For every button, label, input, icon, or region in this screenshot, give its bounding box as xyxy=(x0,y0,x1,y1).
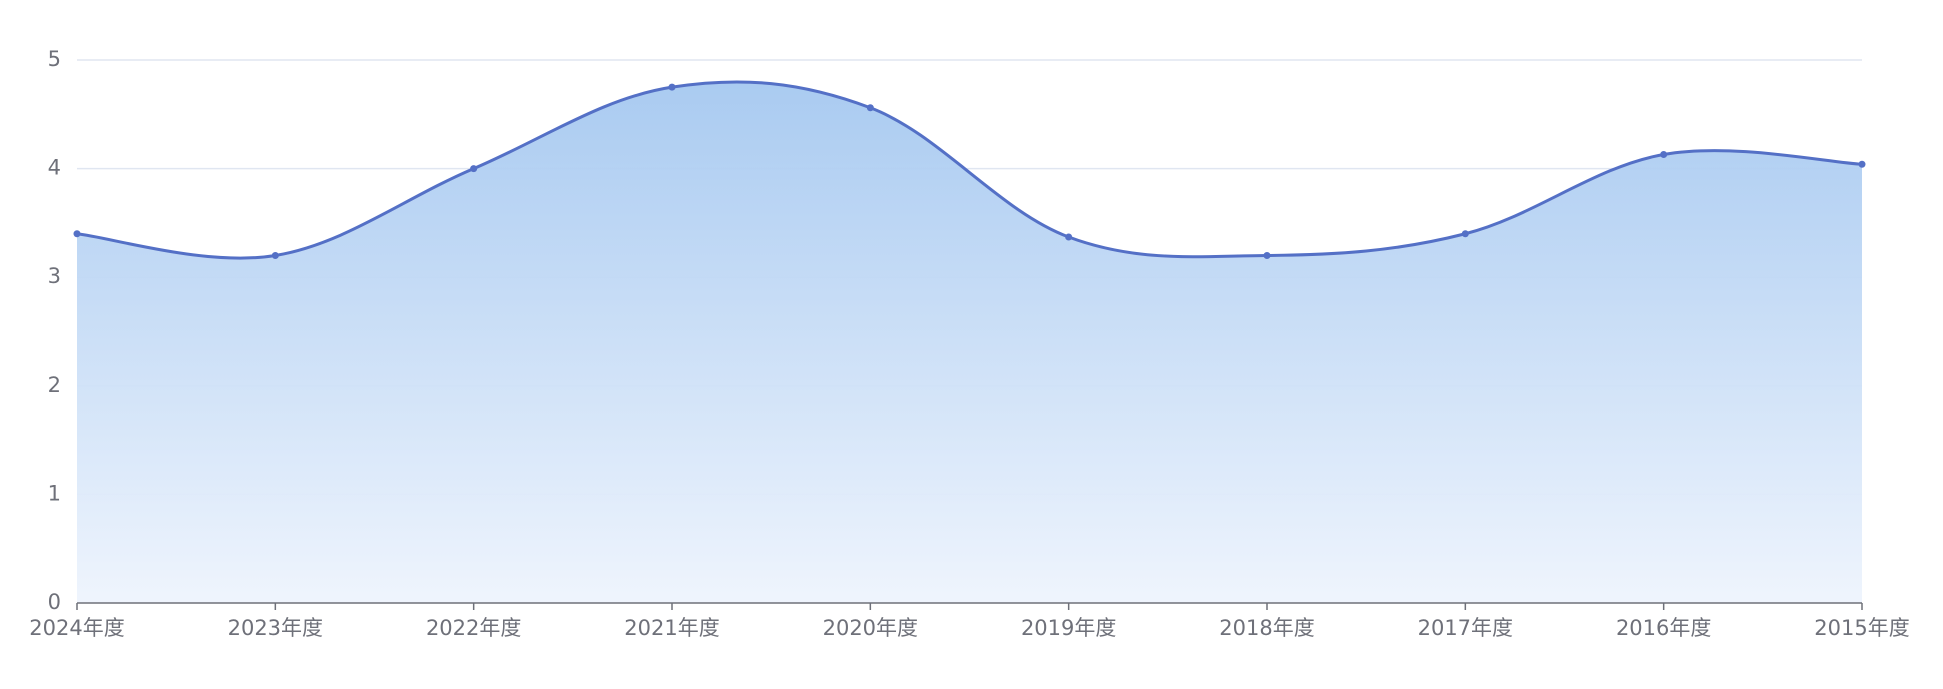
point xyxy=(1858,160,1866,168)
x-tick-label: 2023年度 xyxy=(228,616,323,640)
point xyxy=(470,165,478,173)
area xyxy=(77,81,1862,604)
y-tick-label: 0 xyxy=(48,590,61,614)
point xyxy=(1461,230,1469,238)
x-tick-label: 2019年度 xyxy=(1021,616,1116,640)
point xyxy=(271,251,279,259)
point xyxy=(866,104,874,112)
x-tick-label: 2021年度 xyxy=(624,616,719,640)
x-tick-label: 2016年度 xyxy=(1616,616,1711,640)
y-tick-label: 2 xyxy=(48,373,61,397)
x-tick-label: 2018年度 xyxy=(1219,616,1314,640)
y-tick-label: 5 xyxy=(48,47,61,71)
x-tick-label: 2015年度 xyxy=(1814,616,1909,640)
line xyxy=(76,80,1863,260)
x-tick-label: 2017年度 xyxy=(1418,616,1513,640)
y-tick-label: 4 xyxy=(48,156,61,180)
point xyxy=(1263,251,1271,259)
x-tick-label: 2020年度 xyxy=(823,616,918,640)
x-tick-label: 2022年度 xyxy=(426,616,521,640)
point xyxy=(73,230,81,238)
point xyxy=(1065,233,1073,241)
point xyxy=(1660,150,1668,158)
point xyxy=(668,83,676,91)
x-tick-label: 2024年度 xyxy=(29,616,124,640)
y-tick-label: 1 xyxy=(48,481,61,505)
y-tick-label: 3 xyxy=(48,264,61,288)
